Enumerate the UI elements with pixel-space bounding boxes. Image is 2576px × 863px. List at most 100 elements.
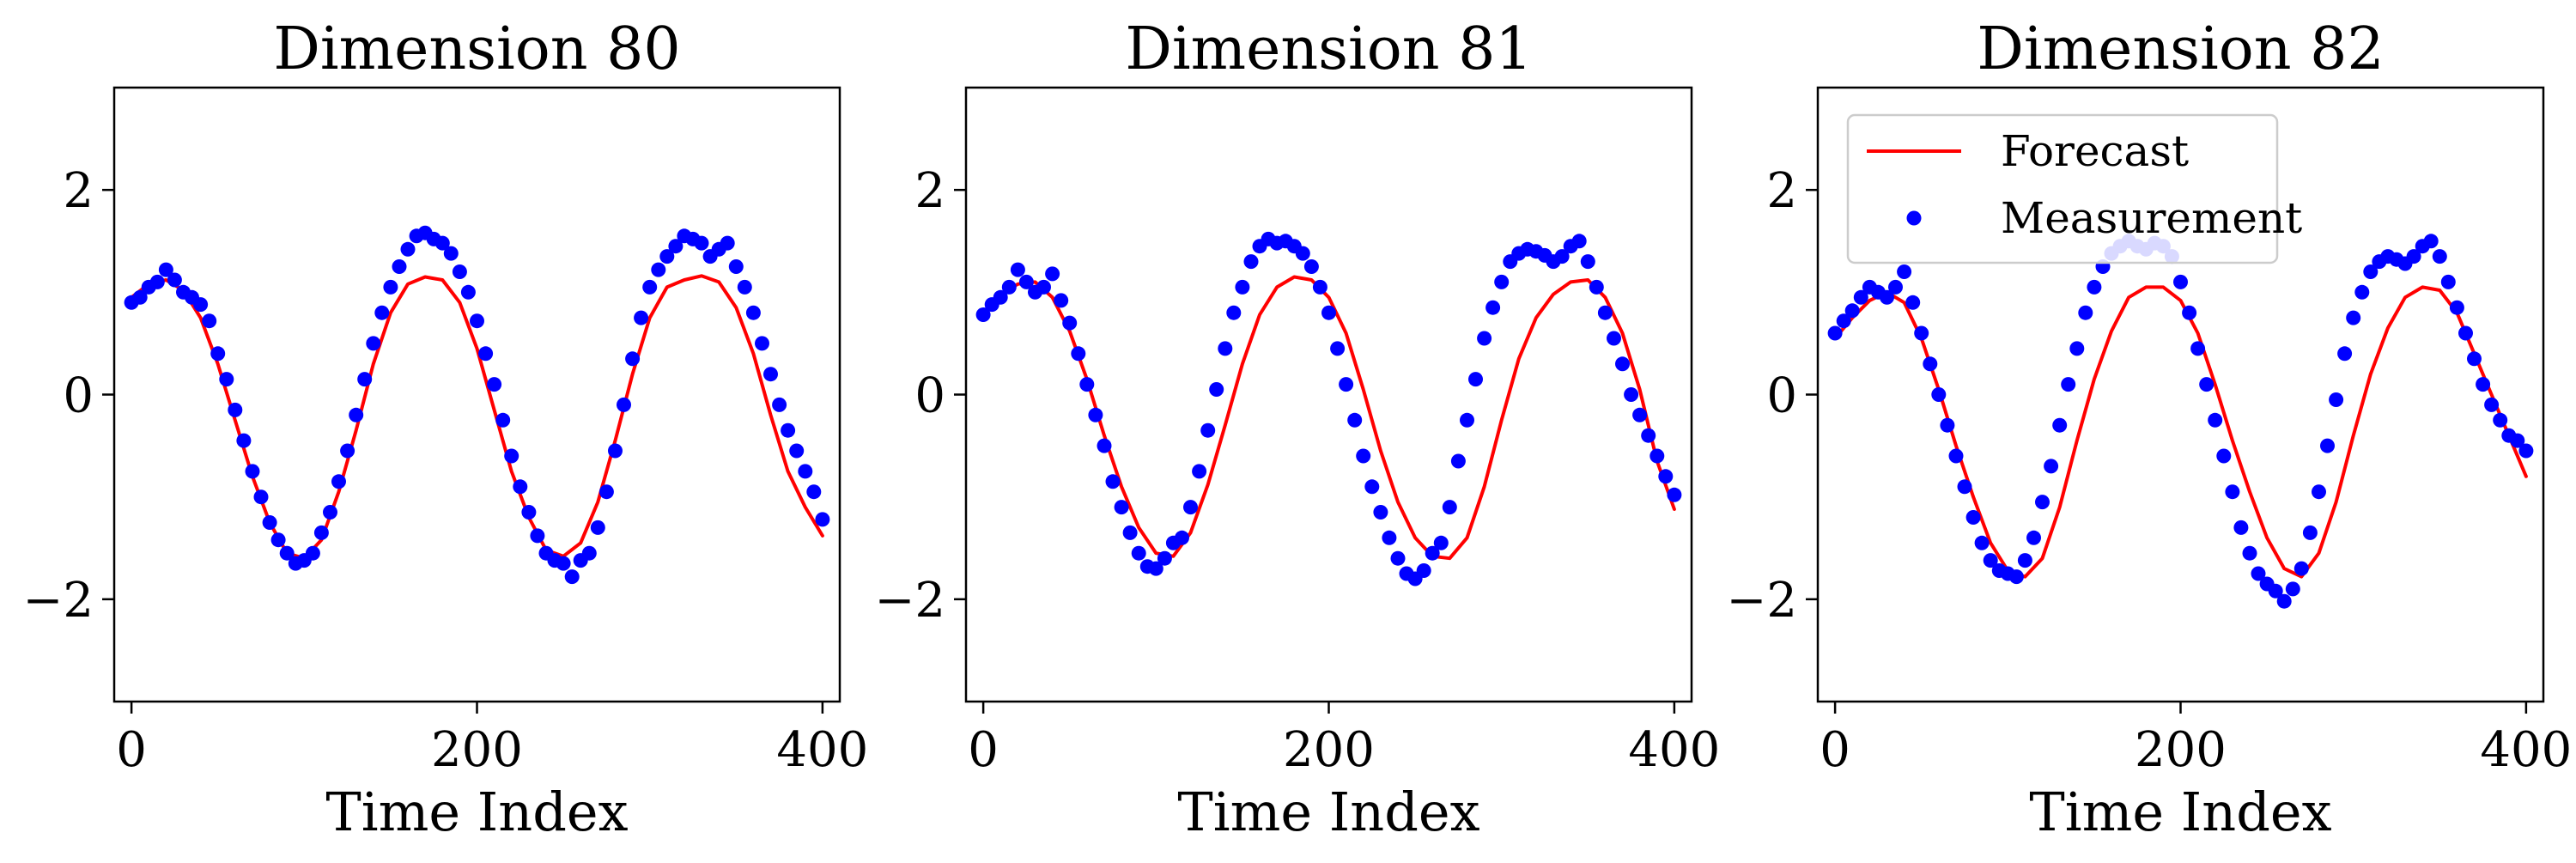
measurement-point — [279, 545, 295, 561]
measurement-point — [1836, 313, 1851, 329]
measurement-point — [228, 402, 243, 417]
measurement-point — [1880, 289, 1894, 305]
measurement-point — [1460, 412, 1474, 428]
measurement-point — [1624, 387, 1639, 402]
measurement-point — [1571, 234, 1587, 249]
measurement-point — [374, 305, 390, 320]
measurement-point — [2449, 300, 2464, 315]
measurement-point — [1632, 407, 1648, 422]
measurement-point — [1914, 325, 1929, 341]
measurement-point — [2302, 525, 2318, 540]
x-tick-label: 400 — [2480, 722, 2572, 778]
measurement-point — [1339, 377, 1354, 392]
measurement-point — [2320, 438, 2335, 453]
legend-label: Forecast — [2001, 126, 2189, 176]
measurement-point — [1390, 550, 1406, 566]
measurement-point — [2354, 284, 2370, 300]
y-tick-label: 2 — [914, 163, 945, 219]
measurement-point — [2061, 377, 2076, 392]
x-tick-label: 400 — [776, 722, 868, 778]
measurement-point — [781, 422, 796, 438]
y-tick-label: 2 — [1766, 163, 1797, 219]
measurement-points — [124, 225, 830, 585]
x-tick-label: 0 — [968, 722, 999, 778]
measurement-point — [1667, 487, 1682, 502]
measurement-point — [2458, 325, 2473, 341]
measurement-point — [2423, 234, 2439, 249]
measurement-point — [737, 279, 752, 295]
measurement-point — [470, 313, 484, 329]
measurement-point — [1079, 377, 1095, 392]
measurement-point — [513, 479, 528, 495]
measurement-point — [383, 279, 398, 295]
measurement-point — [219, 372, 234, 387]
measurement-point — [366, 336, 381, 351]
measurement-point — [1122, 525, 1138, 540]
measurement-points — [1827, 234, 2534, 609]
measurement-point — [1615, 356, 1630, 372]
measurement-point — [434, 235, 450, 251]
measurement-point — [1183, 500, 1198, 515]
legend-label: Measurement — [2001, 193, 2302, 243]
measurement-point — [634, 310, 649, 325]
measurement-point — [1347, 412, 1363, 428]
measurement-point — [1001, 279, 1017, 295]
measurement-point — [357, 372, 373, 387]
measurement-point — [1433, 535, 1449, 550]
measurement-point — [1450, 453, 1466, 469]
measurement-point — [1175, 530, 1189, 545]
measurement-point — [581, 545, 597, 561]
measurement-point — [1425, 545, 1440, 561]
measurement-point — [1330, 341, 1346, 356]
measurement-point — [1018, 274, 1034, 289]
measurement-point — [2052, 417, 2068, 433]
measurement-point — [2069, 341, 2085, 356]
measurement-point — [2008, 569, 2024, 585]
y-tick-label: 2 — [63, 163, 94, 219]
measurement-point — [1485, 300, 1501, 315]
measurement-point — [1303, 259, 1319, 274]
measurement-point — [1088, 407, 1103, 422]
forecast-line — [1833, 285, 2528, 579]
measurement-point — [1948, 448, 1964, 464]
measurement-point — [2233, 520, 2249, 535]
measurement-point — [720, 235, 735, 251]
measurement-point — [1010, 262, 1025, 277]
measurement-point — [763, 367, 778, 382]
measurement-point — [2337, 346, 2353, 362]
measurement-point — [2225, 484, 2240, 500]
measurement-point — [1114, 500, 1129, 515]
measurement-point — [1554, 249, 1570, 264]
measurement-point — [236, 433, 252, 448]
measurement-point — [1416, 563, 1431, 578]
measurement-point — [1364, 479, 1380, 495]
measurement-point — [1200, 422, 1216, 438]
measurement-points — [975, 231, 1682, 586]
measurement-point — [331, 474, 346, 489]
measurement-point — [1062, 315, 1078, 331]
measurement-point — [1442, 500, 1457, 515]
measurement-point — [659, 249, 675, 264]
y-tick-label: 0 — [63, 368, 94, 424]
measurement-point — [487, 377, 502, 392]
measurement-point — [798, 464, 813, 479]
measurement-point — [975, 307, 991, 322]
measurement-point — [1853, 289, 1868, 305]
measurement-point — [1844, 303, 1860, 319]
chart-panel-2: Dimension 82 Time Index 0 200 400 −2 0 2 Forecas… — [1726, 15, 2572, 843]
measurement-point — [262, 515, 277, 530]
measurement-point — [2363, 264, 2379, 279]
measurement-point — [1295, 246, 1310, 261]
measurement-point — [1312, 279, 1327, 295]
measurement-point — [392, 259, 407, 274]
measurement-point — [167, 272, 182, 288]
measurement-point — [1131, 545, 1146, 561]
measurement-point — [2276, 593, 2292, 609]
measurement-point — [504, 448, 519, 464]
measurement-point — [340, 443, 355, 459]
measurement-point — [2251, 566, 2266, 581]
measurement-point — [2017, 553, 2032, 568]
measurement-point — [1157, 550, 1172, 566]
measurement-point — [1974, 535, 1990, 550]
